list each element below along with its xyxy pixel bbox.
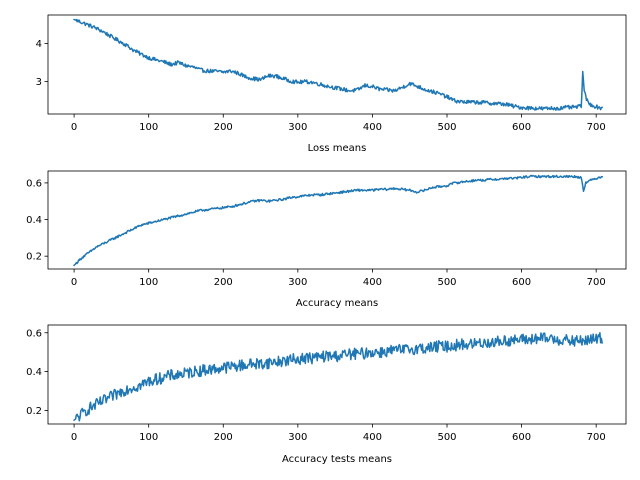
- axes-frame: [47, 324, 627, 425]
- x-tick-label: 0: [71, 122, 77, 133]
- x-axis-label: Loss means: [308, 143, 367, 154]
- x-tick-label: 100: [139, 122, 158, 133]
- x-tick-label: 700: [587, 122, 606, 133]
- plot-area: 0 100 200 300 400 500 600 700 3 4: [36, 14, 627, 133]
- y-tick-label: 3: [36, 77, 42, 88]
- x-tick-label: 300: [288, 432, 307, 443]
- x-tick-label: 300: [288, 122, 307, 133]
- y-tick-label: 0.2: [26, 406, 42, 417]
- axes-frame: [47, 14, 627, 115]
- x-tick-label: 200: [214, 122, 233, 133]
- series-line: [73, 18, 603, 111]
- y-tick-label: 0.6: [26, 178, 42, 189]
- x-tick-label: 200: [214, 432, 233, 443]
- y-tick-label: 0.6: [26, 328, 42, 339]
- loss-means-panel: 0 100 200 300 400 500 600 700 3 4 Loss means: [36, 14, 627, 154]
- accuracy-means-panel: 0 100 200 300 400 500 600 700 0.2 0.4 0.6 Accuracy…: [26, 170, 627, 309]
- x-tick-label: 400: [363, 122, 382, 133]
- accuracy-tests-means-panel: 0 100 200 300 400 500 600 700 0.2 0.4 0.6 Accuracy…: [26, 324, 627, 465]
- x-tick-label: 500: [437, 122, 456, 133]
- x-tick-label: 0: [71, 432, 77, 443]
- x-tick-label: 600: [512, 432, 531, 443]
- series-line: [73, 174, 604, 267]
- x-tick-label: 700: [587, 432, 606, 443]
- x-tick-label: 0: [71, 277, 77, 288]
- y-tick-label: 0.4: [26, 215, 42, 226]
- y-tick-label: 4: [36, 39, 42, 50]
- x-tick-label: 400: [363, 277, 382, 288]
- plot-area: 0 100 200 300 400 500 600 700 0.2 0.4 0.6: [26, 324, 627, 443]
- plot-area: 0 100 200 300 400 500 600 700 0.2 0.4 0.6: [26, 170, 627, 288]
- x-tick-label: 400: [363, 432, 382, 443]
- x-tick-label: 700: [587, 277, 606, 288]
- x-tick-label: 600: [512, 122, 531, 133]
- x-axis-label: Accuracy tests means: [282, 454, 392, 465]
- y-tick-label: 0.2: [26, 252, 42, 263]
- series-line: [73, 331, 603, 422]
- x-tick-label: 600: [512, 277, 531, 288]
- y-tick-label: 0.4: [26, 367, 42, 378]
- axes-frame: [47, 170, 627, 270]
- x-tick-label: 100: [139, 432, 158, 443]
- x-tick-label: 500: [437, 432, 456, 443]
- x-axis-label: Accuracy means: [296, 298, 378, 309]
- x-tick-label: 300: [288, 277, 307, 288]
- x-tick-label: 200: [214, 277, 233, 288]
- x-tick-label: 100: [139, 277, 158, 288]
- x-tick-label: 500: [437, 277, 456, 288]
